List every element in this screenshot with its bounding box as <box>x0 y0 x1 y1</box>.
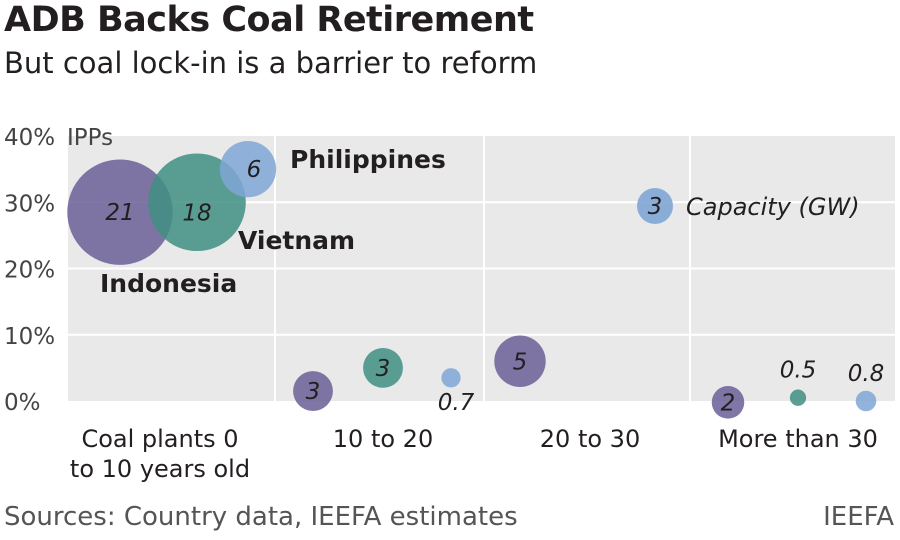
bubble-value-label: 5 <box>513 349 528 375</box>
bubble-value-label: 21 <box>105 200 134 226</box>
y-tick-label: 30% <box>4 191 55 217</box>
bubble-indonesia <box>494 335 546 387</box>
bubble-value-label: 3 <box>306 379 321 405</box>
bubble-vietnam <box>789 389 807 406</box>
y-tick-label: 0% <box>4 390 41 416</box>
y-axis-label: IPPs <box>67 125 113 151</box>
bubble-value-label: 0.7 <box>438 390 475 416</box>
bubble-indonesia <box>67 159 173 265</box>
bubble-value-label: 0.8 <box>848 361 885 387</box>
brand-credit: IEEFA <box>823 502 894 532</box>
bubble-indonesia <box>293 371 333 411</box>
bubble-value-label: 18 <box>182 200 211 226</box>
source-note: Sources: Country data, IEEFA estimates <box>4 502 518 532</box>
x-tick-label: Coal plants 0 <box>81 425 238 453</box>
y-tick-label: 40% <box>4 125 55 151</box>
chart-subtitle: But coal lock-in is a barrier to reform <box>4 46 538 80</box>
y-tick-label: 10% <box>4 324 55 350</box>
bubble-value-label: 6 <box>247 157 262 183</box>
bubble-value-label: 3 <box>376 356 391 382</box>
x-tick-label: to 10 years old <box>70 455 250 483</box>
legend-capacity-label: Capacity (GW) <box>686 193 860 221</box>
bubble-philippines <box>441 368 461 388</box>
series-label-philippines: Philippines <box>290 145 446 174</box>
legend-capacity-value: 3 <box>648 194 663 220</box>
bubble-vietnam <box>363 347 403 388</box>
x-tick-label: 10 to 20 <box>333 425 433 453</box>
chart-title: ADB Backs Coal Retirement <box>4 0 534 40</box>
bubble-philippines <box>219 140 277 198</box>
series-label-vietnam: Vietnam <box>238 226 355 255</box>
legend-capacity-bubble <box>637 188 673 224</box>
y-tick-label: 20% <box>4 258 55 284</box>
bubble-value-label: 0.5 <box>780 358 817 384</box>
bubble-philippines <box>855 390 877 412</box>
bubble-indonesia <box>711 386 745 419</box>
x-tick-label: More than 30 <box>718 425 878 453</box>
series-label-indonesia: Indonesia <box>100 269 237 298</box>
bubble-value-label: 2 <box>721 390 736 416</box>
x-tick-label: 20 to 30 <box>540 425 640 453</box>
